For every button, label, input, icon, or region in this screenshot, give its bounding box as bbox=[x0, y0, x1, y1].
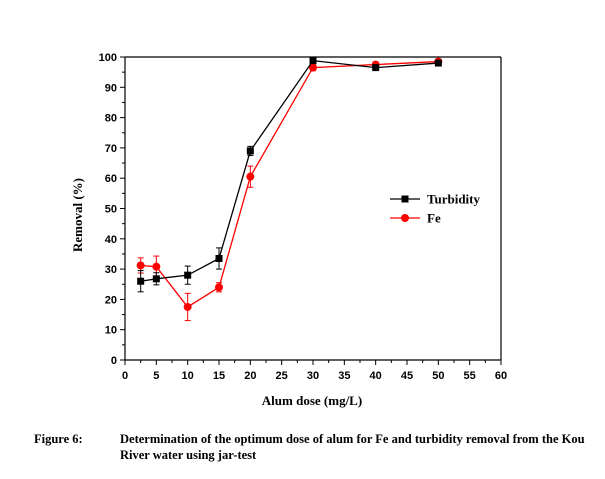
fe-point bbox=[136, 261, 145, 270]
x-tick-label: 5 bbox=[153, 370, 159, 382]
fe-point bbox=[215, 283, 223, 292]
y-tick-label: 10 bbox=[105, 325, 117, 337]
x-tick-label: 50 bbox=[432, 370, 444, 382]
y-tick-label: 90 bbox=[105, 82, 117, 94]
y-tick-label: 60 bbox=[105, 173, 117, 185]
y-tick-label: 40 bbox=[105, 234, 117, 246]
y-tick-label: 80 bbox=[105, 113, 117, 125]
turbidity-point bbox=[246, 147, 254, 155]
x-tick-label: 55 bbox=[464, 370, 476, 382]
y-tick-label: 0 bbox=[111, 355, 117, 367]
turbidity-series-line bbox=[140, 59, 439, 282]
legend-fe-label: Fe bbox=[427, 211, 441, 226]
series-layer bbox=[136, 57, 443, 322]
y-tick-label: 20 bbox=[105, 294, 117, 306]
fe-point bbox=[183, 302, 192, 311]
x-tick-label: 15 bbox=[213, 370, 225, 382]
turbidity-point bbox=[137, 277, 145, 285]
x-axis-title: Alum dose (mg/L) bbox=[262, 393, 362, 408]
turbidity-point bbox=[434, 59, 442, 67]
turbidity-point bbox=[309, 57, 317, 65]
caption-text: Determination of the optimum dose of alu… bbox=[120, 432, 585, 462]
turbidity-point bbox=[152, 275, 160, 283]
x-tick-label: 0 bbox=[122, 370, 128, 382]
fe-series-line bbox=[140, 60, 439, 308]
y-tick-label: 70 bbox=[105, 143, 117, 155]
x-tick-label: 30 bbox=[307, 370, 319, 382]
fe-point bbox=[152, 262, 161, 271]
x-tick-label: 25 bbox=[276, 370, 288, 382]
legend-turbidity-marker bbox=[401, 195, 409, 203]
fe-point bbox=[309, 63, 317, 72]
chart: 0 5 10 15 20 25 30 35 40 45 50 55 60 0 10 20 30 40 50 60 70 8… bbox=[70, 52, 507, 408]
y-tick-label: 100 bbox=[99, 52, 117, 64]
legend-turbidity-label: Turbidity bbox=[427, 192, 480, 207]
y-tick-label: 30 bbox=[105, 264, 117, 276]
legend: Turbidity Fe bbox=[390, 192, 480, 226]
y-axis-title: Removal (%) bbox=[70, 178, 85, 252]
turbidity-point bbox=[184, 271, 192, 279]
x-tick-label: 60 bbox=[495, 370, 507, 382]
turbidity-point bbox=[372, 64, 380, 72]
x-tick-label: 35 bbox=[338, 370, 350, 382]
x-tick-label: 45 bbox=[401, 370, 413, 382]
y-tick-label: 50 bbox=[105, 204, 117, 216]
turbidity-point bbox=[215, 254, 223, 262]
x-tick-label: 10 bbox=[182, 370, 194, 382]
x-tick-label: 20 bbox=[244, 370, 256, 382]
fe-point bbox=[246, 172, 255, 181]
caption-number: Figure 6: bbox=[34, 432, 83, 446]
x-tick-label: 40 bbox=[370, 370, 382, 382]
axes: 0 5 10 15 20 25 30 35 40 45 50 55 60 0 10 20 30 40 50 60 70 8… bbox=[99, 52, 507, 382]
legend-fe-marker bbox=[401, 214, 409, 222]
